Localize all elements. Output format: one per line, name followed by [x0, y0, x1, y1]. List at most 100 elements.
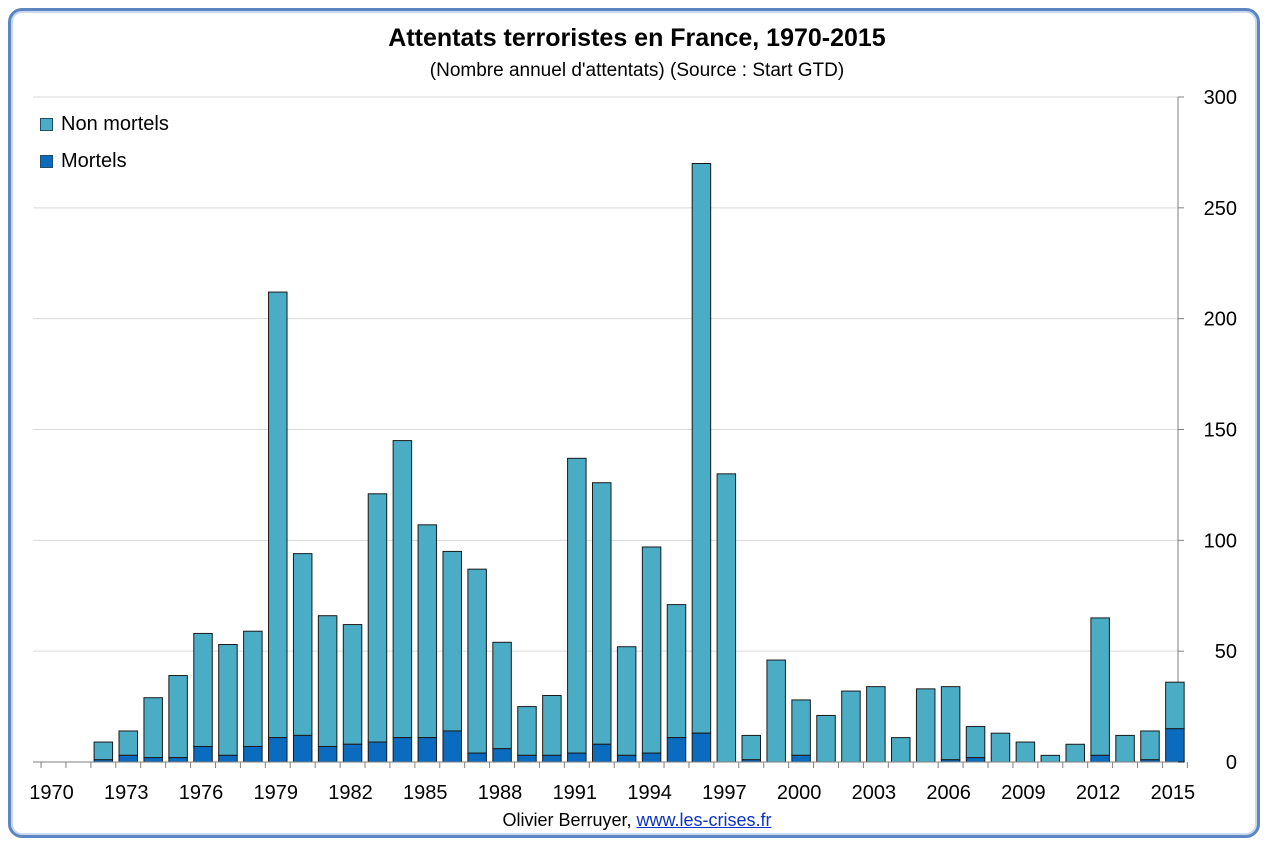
bar-non-mortels	[691, 163, 712, 734]
bar-non-mortels	[1115, 734, 1135, 763]
bar-mortels	[168, 757, 188, 763]
legend-swatch-non-mortels	[40, 118, 53, 131]
bar-non-mortels	[292, 553, 313, 736]
x-tick-label: 1988	[478, 782, 523, 804]
bar-mortels	[965, 757, 986, 763]
bar-non-mortels	[118, 730, 139, 756]
bar-non-mortels	[1140, 730, 1160, 761]
bar-mortels	[193, 745, 213, 763]
bar-mortels	[641, 752, 662, 763]
bar-non-mortels	[1065, 743, 1085, 763]
legend-item-non-mortels: Non mortels	[40, 106, 169, 143]
bar-mortels	[268, 737, 288, 763]
bar-non-mortels	[1090, 617, 1110, 756]
bar-non-mortels	[492, 641, 512, 750]
y-tick-label: 50	[1215, 641, 1237, 663]
bar-non-mortels	[93, 741, 114, 761]
bar-non-mortels	[841, 690, 861, 763]
x-tick-label: 1970	[29, 782, 74, 804]
y-tick-label: 150	[1204, 420, 1237, 442]
x-tick-label: 1973	[104, 782, 149, 804]
bar-mortels	[118, 754, 139, 763]
bar-mortels	[317, 745, 338, 763]
bar-mortels	[1090, 754, 1110, 763]
chart-subtitle: (Nombre annuel d'attentats) (Source : St…	[429, 60, 845, 81]
legend-item-mortels: Mortels	[40, 143, 169, 180]
bar-mortels	[342, 743, 363, 763]
bar-non-mortels	[641, 546, 662, 754]
bar-mortels	[666, 737, 687, 763]
x-tick-label: 1982	[328, 782, 373, 804]
bar-non-mortels	[1015, 741, 1036, 763]
bar-non-mortels	[1040, 754, 1061, 763]
bar-non-mortels	[791, 699, 811, 756]
bar-mortels	[467, 752, 487, 763]
bar-mortels	[367, 741, 388, 763]
chart-title: Attentats terroristes en France, 1970-20…	[388, 24, 886, 52]
y-tick-label: 100	[1204, 530, 1237, 552]
bar-non-mortels	[891, 737, 911, 763]
bar-mortels	[691, 732, 712, 763]
credit-author: Olivier Berruyer,	[502, 810, 632, 830]
y-tick-label: 200	[1204, 309, 1237, 331]
x-tick-label: 2012	[1076, 782, 1121, 804]
x-tick-label: 1997	[702, 782, 747, 804]
bar-non-mortels	[243, 630, 263, 747]
bar-non-mortels	[915, 688, 936, 763]
bar-mortels	[616, 754, 637, 763]
bar-non-mortels	[193, 632, 213, 747]
x-tick-label: 1985	[403, 782, 448, 804]
legend-label-mortels: Mortels	[61, 150, 127, 172]
bar-non-mortels	[666, 604, 687, 739]
y-tick-label: 250	[1204, 198, 1237, 220]
x-tick-label: 2000	[777, 782, 822, 804]
x-tick-label: 1994	[627, 782, 672, 804]
bar-mortels	[392, 737, 413, 763]
bar-non-mortels	[168, 675, 188, 759]
bar-non-mortels	[741, 734, 762, 761]
x-tick-label: 1991	[553, 782, 598, 804]
x-tick-label: 1979	[254, 782, 299, 804]
bar-non-mortels	[866, 686, 886, 763]
bar-non-mortels	[542, 695, 562, 756]
bar-non-mortels	[517, 706, 537, 756]
bar-non-mortels	[392, 440, 413, 739]
bar-mortels	[542, 754, 562, 763]
legend-swatch-mortels	[40, 155, 53, 168]
y-tick-label: 300	[1204, 87, 1237, 109]
bar-non-mortels	[591, 482, 612, 745]
x-tick-label: 2009	[1001, 782, 1046, 804]
legend-label-non-mortels: Non mortels	[61, 113, 169, 135]
x-tick-label: 2003	[852, 782, 897, 804]
bar-mortels	[417, 737, 438, 763]
x-tick-label: 2006	[926, 782, 971, 804]
bar-non-mortels	[268, 291, 288, 739]
bar-non-mortels	[367, 493, 388, 743]
bar-mortels	[791, 754, 811, 763]
bar-mortels	[442, 730, 462, 763]
legend: Non mortels Mortels	[40, 106, 169, 180]
bar-non-mortels	[442, 550, 462, 732]
bar-non-mortels	[342, 624, 363, 745]
bar-non-mortels	[143, 697, 163, 759]
credit: Olivier Berruyer, www.les-crises.fr	[0, 810, 1274, 831]
credit-link[interactable]: www.les-crises.fr	[636, 810, 772, 830]
x-tick-label: 1976	[179, 782, 224, 804]
bar-mortels	[492, 748, 512, 763]
bar-mortels	[567, 752, 587, 763]
bar-non-mortels	[766, 659, 786, 763]
bar-mortels	[1165, 728, 1185, 763]
bar-non-mortels	[940, 686, 961, 761]
bar-non-mortels	[616, 646, 637, 756]
bar-non-mortels	[218, 644, 238, 756]
bar-non-mortels	[716, 473, 737, 763]
bar-mortels	[517, 754, 537, 763]
bar-non-mortels	[567, 457, 587, 754]
bar-non-mortels	[1165, 681, 1185, 730]
bar-non-mortels	[965, 726, 986, 759]
bar-non-mortels	[317, 615, 338, 747]
bar-mortels	[591, 743, 612, 763]
bar-mortels	[143, 757, 163, 763]
bar-mortels	[218, 754, 238, 763]
